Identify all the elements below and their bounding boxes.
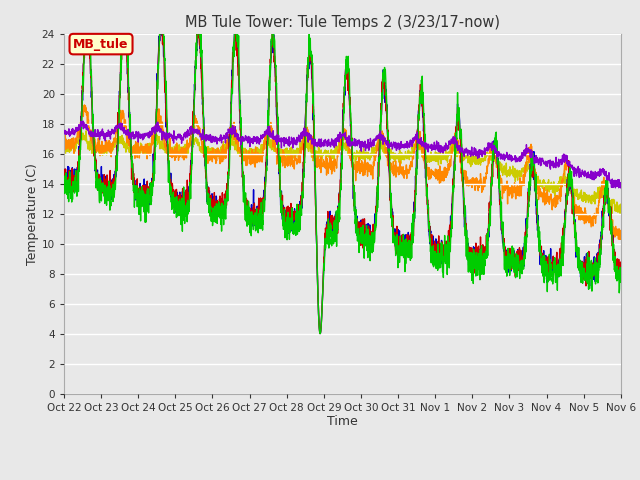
Legend: Tul2_Tw+2, Tul2_Ts-2, Tul2_Ts-4, Tul2_Ts-8, Tul2_Ts-16, Tul2_Ts-32: Tul2_Tw+2, Tul2_Ts-2, Tul2_Ts-4, Tul2_Ts… <box>108 477 577 480</box>
Title: MB Tule Tower: Tule Temps 2 (3/23/17-now): MB Tule Tower: Tule Temps 2 (3/23/17-now… <box>185 15 500 30</box>
Y-axis label: Temperature (C): Temperature (C) <box>26 163 39 264</box>
X-axis label: Time: Time <box>327 415 358 429</box>
Text: MB_tule: MB_tule <box>73 37 129 50</box>
